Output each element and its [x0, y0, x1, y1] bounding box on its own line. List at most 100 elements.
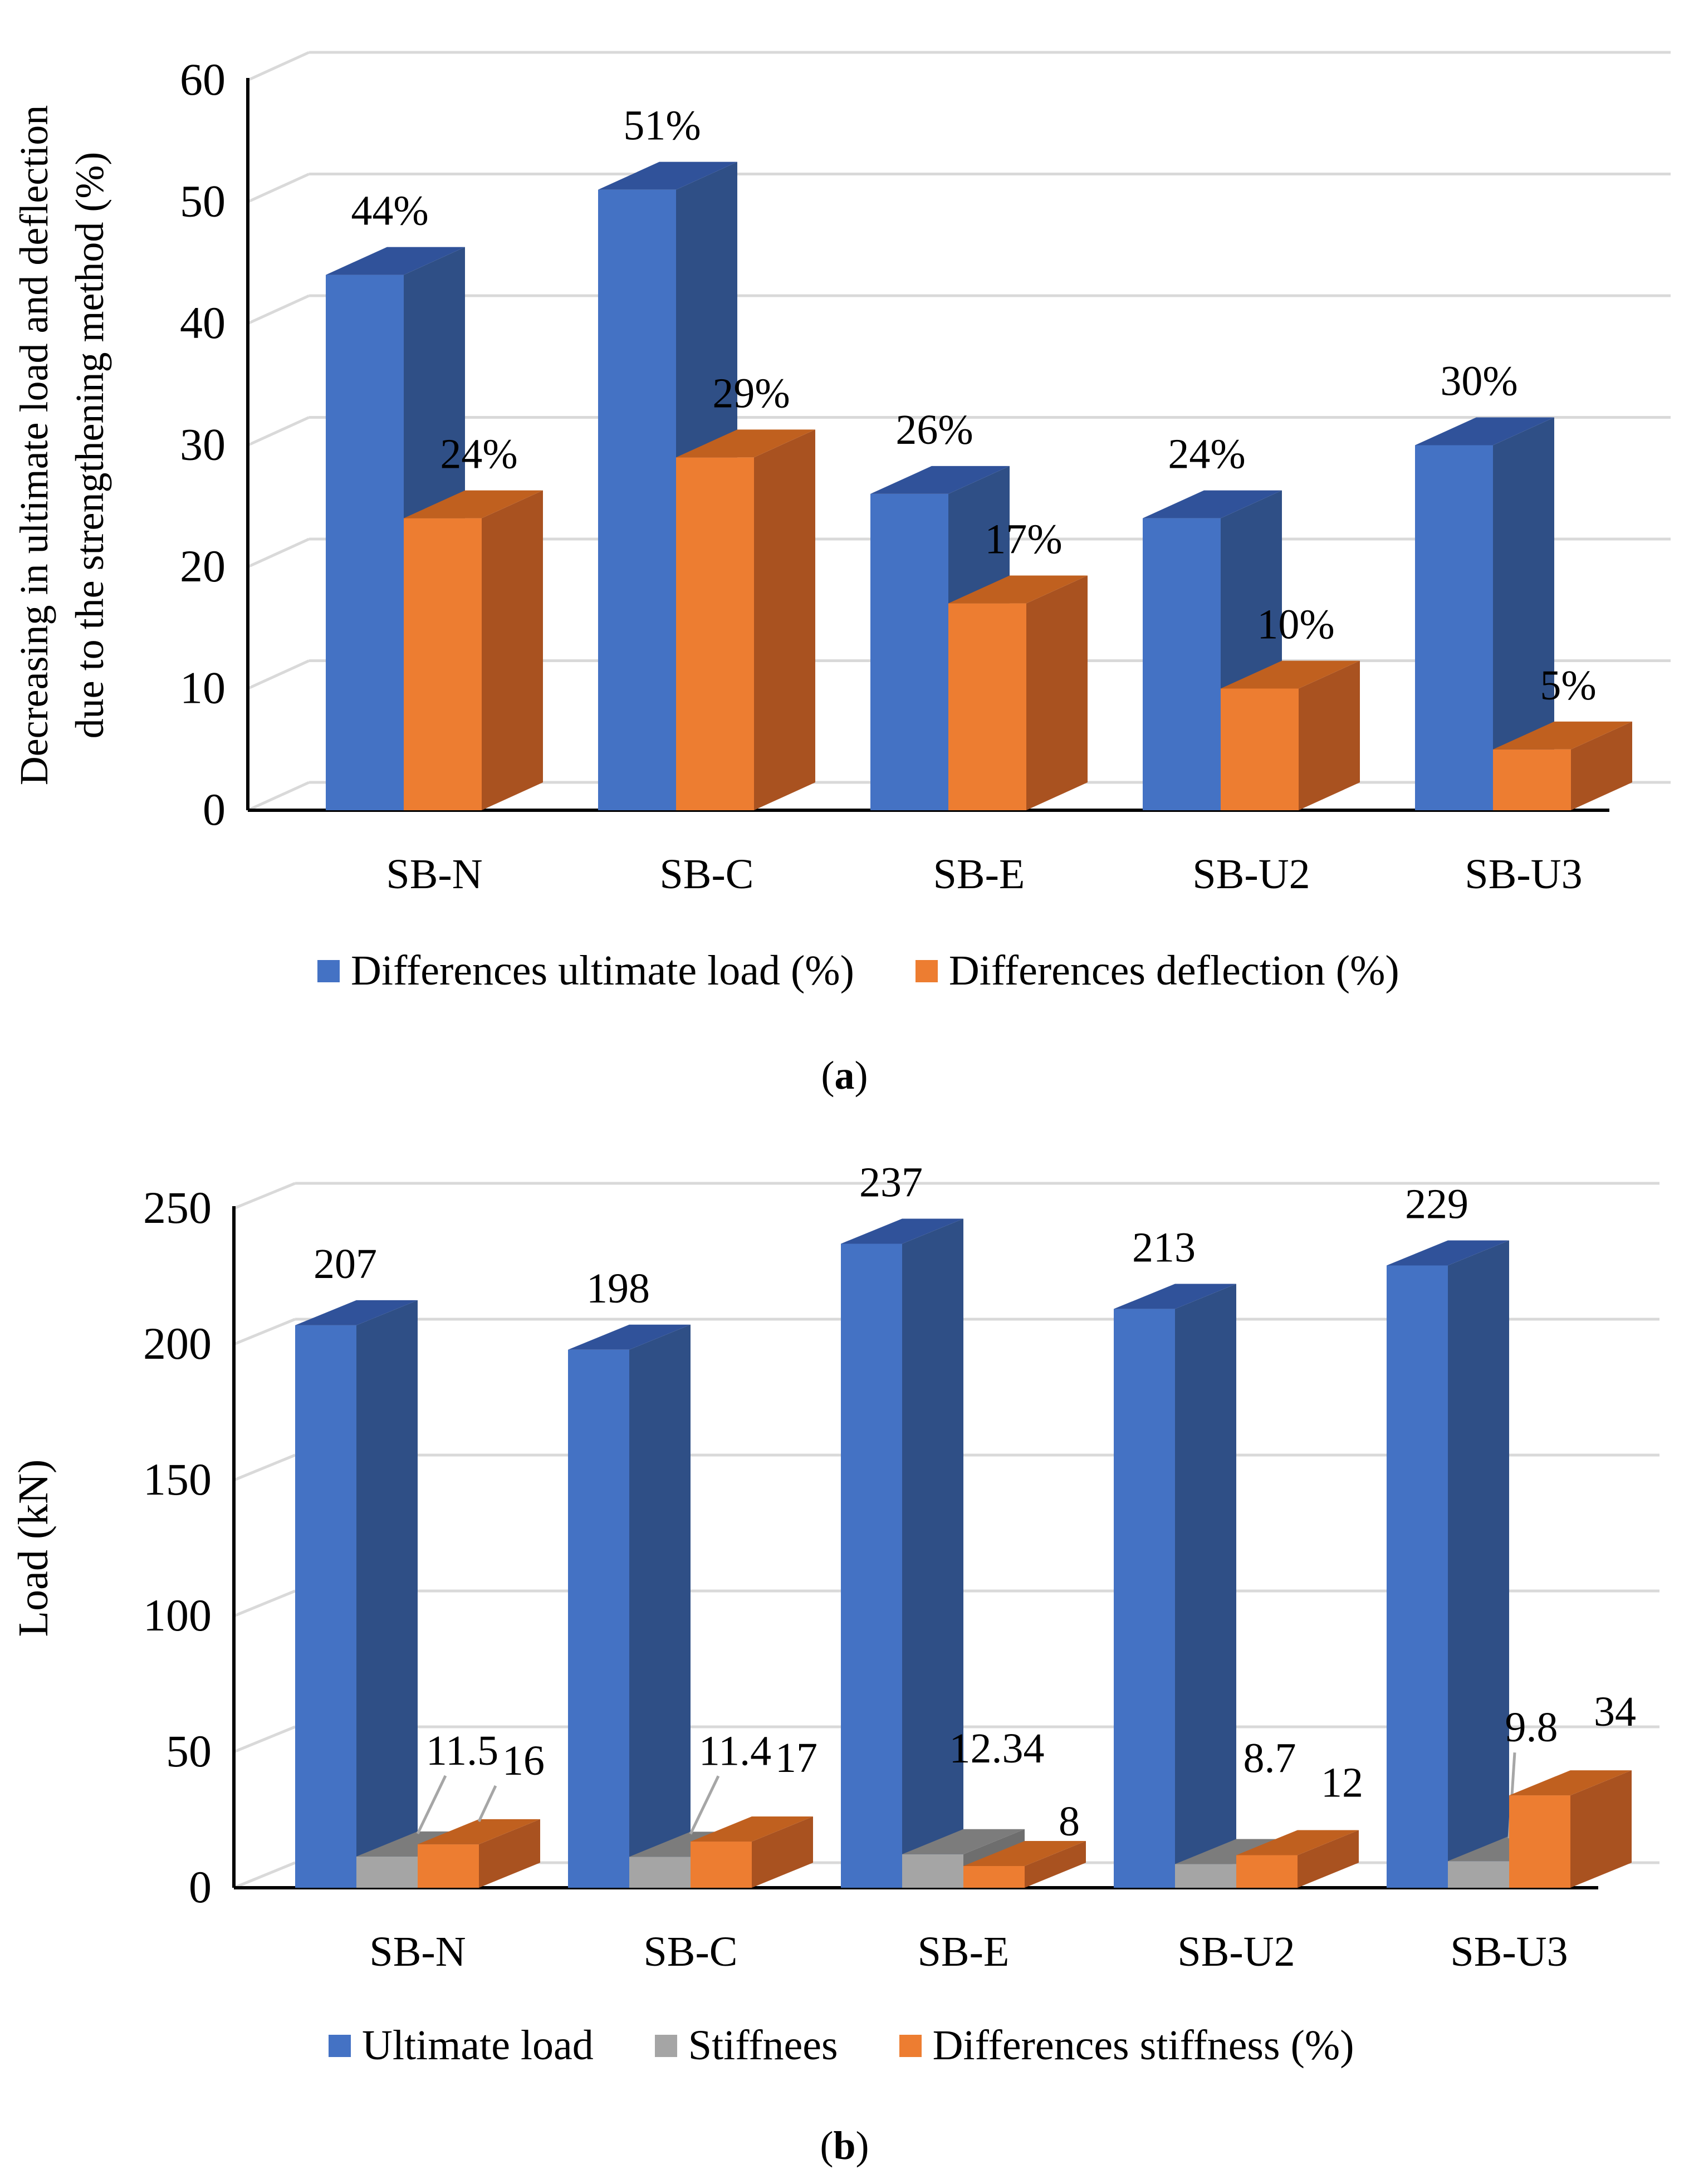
bar-sb-u2-series-1 — [1221, 660, 1360, 810]
y-axis-title: due to the strengthening method (%) — [67, 152, 112, 739]
data-label: 24% — [440, 431, 517, 478]
data-label: 34 — [1594, 1688, 1636, 1735]
gridline-depth — [247, 659, 310, 690]
bar-side — [629, 1324, 691, 1888]
x-category-label: SB-U3 — [1450, 1928, 1568, 1975]
bar-sb-c-series-0 — [568, 1324, 691, 1888]
gridline-depth — [233, 1182, 296, 1210]
data-label: 26% — [895, 407, 973, 453]
gridline-depth — [247, 537, 310, 569]
legend-item-ultimate-load-diff: Differences ultimate load (%) — [317, 947, 854, 995]
bar-top — [902, 1829, 1025, 1854]
gridline-depth — [247, 781, 310, 812]
bar-front — [676, 457, 754, 810]
bar-side — [1493, 417, 1554, 810]
bar-sb-n-series-0 — [295, 1300, 418, 1888]
bar-side — [1025, 1840, 1086, 1888]
data-label: 229 — [1405, 1181, 1468, 1227]
bar-side — [1299, 660, 1360, 810]
data-label: 30% — [1440, 358, 1517, 405]
chart-b-caption: (b) — [820, 2123, 869, 2168]
bar-sb-e-series-2 — [963, 1840, 1086, 1888]
bar-sb-c-series-1 — [676, 429, 815, 810]
bar-front — [948, 603, 1026, 810]
bar-top — [1387, 1240, 1509, 1266]
bar-top — [1143, 490, 1282, 518]
bar-side — [479, 1819, 540, 1888]
x-category-label: SB-N — [386, 851, 482, 898]
bar-front — [1175, 1864, 1236, 1888]
leader-line — [416, 1775, 447, 1834]
bar-front — [568, 1349, 629, 1888]
chart-a-panel: 0 10 20 30 40 50 60 44% 24% SB-N 51% 29% SB-C 26% 17% S… — [0, 0, 1689, 1098]
bar-side — [356, 1300, 418, 1888]
bar-sb-u2-series-0 — [1114, 1284, 1236, 1888]
y-tick-label: 50 — [166, 1726, 212, 1776]
y-axis-title: Decreasing in ultimate load and deflecti… — [12, 105, 56, 786]
leader-line — [689, 1775, 720, 1835]
data-label: 237 — [859, 1159, 923, 1206]
bar-front — [1114, 1309, 1175, 1888]
data-label: 10% — [1257, 601, 1334, 648]
bar-top — [691, 1816, 813, 1842]
bar-top — [948, 575, 1088, 604]
chart-a-legend: Differences ultimate load (%) Difference… — [317, 947, 1399, 995]
legend-label: Ultimate load — [362, 2022, 594, 2069]
data-label: 17 — [775, 1735, 817, 1781]
bar-front — [902, 1854, 963, 1888]
bar-sb-u3-series-2 — [1509, 1770, 1632, 1888]
data-label: 213 — [1132, 1225, 1196, 1271]
bar-side — [754, 429, 815, 810]
gridline-depth — [233, 1589, 296, 1618]
data-label: 29% — [712, 370, 790, 417]
x-category-label: SB-E — [933, 851, 1025, 898]
bar-side — [1175, 1284, 1236, 1888]
bar-front — [963, 1865, 1025, 1888]
bar-front — [1509, 1795, 1570, 1888]
legend-item-deflection-diff: Differences deflection (%) — [915, 947, 1399, 995]
data-label: 12 — [1321, 1759, 1363, 1806]
data-label: 11.4 — [699, 1727, 771, 1774]
bar-top — [418, 1819, 540, 1844]
legend-swatch-gray — [654, 2034, 677, 2057]
gridline-depth — [247, 51, 310, 82]
bar-sb-e-series-1 — [948, 575, 1088, 810]
bar-top — [326, 247, 465, 275]
y-tick-label: 200 — [143, 1318, 212, 1369]
data-label: 198 — [586, 1265, 650, 1312]
data-label: 51% — [623, 102, 701, 149]
legend-item-stiffness: Stiffnees — [654, 2021, 838, 2070]
y-tick-label: 0 — [189, 1862, 212, 1912]
bar-side — [482, 490, 543, 810]
bar-front — [870, 493, 948, 810]
chart-b-legend: Ultimate load Stiffnees Differences stif… — [329, 2021, 1354, 2070]
bar-top — [568, 1324, 691, 1350]
bar-front — [1415, 445, 1493, 810]
bar-top — [841, 1218, 963, 1244]
x-category-label: SB-C — [644, 1928, 738, 1975]
x-category-label: SB-U2 — [1177, 1928, 1295, 1975]
y-tick-label: 0 — [203, 784, 226, 835]
y-tick-label: 10 — [180, 663, 226, 713]
legend-label: Differences stiffness (%) — [932, 2022, 1354, 2069]
legend-label: Stiffnees — [688, 2022, 838, 2069]
legend-swatch-blue — [329, 2034, 351, 2057]
chart-b-panel: 0 50 100 150 200 250 207 11.5 16 SB-N 198 11.4 17 SB-… — [0, 1108, 1689, 2184]
bar-front — [356, 1856, 418, 1888]
y-tick-label: 50 — [180, 176, 226, 227]
bar-front — [1221, 688, 1299, 810]
bar-top — [1114, 1284, 1236, 1309]
y-tick-label: 60 — [180, 54, 226, 105]
y-tick-label: 20 — [180, 541, 226, 591]
legend-swatch-blue — [317, 959, 340, 982]
gridline-depth — [247, 173, 310, 203]
bar-top — [1509, 1770, 1632, 1796]
chart-a-caption: (a) — [821, 1053, 868, 1098]
data-label: 24% — [1168, 431, 1245, 478]
x-category-label: SB-U2 — [1192, 851, 1310, 898]
bar-front — [1143, 518, 1221, 810]
gridline-depth — [247, 294, 310, 325]
data-label: 9.8 — [1505, 1704, 1558, 1751]
bar-top — [1221, 660, 1360, 689]
y-tick-label: 30 — [180, 419, 226, 470]
